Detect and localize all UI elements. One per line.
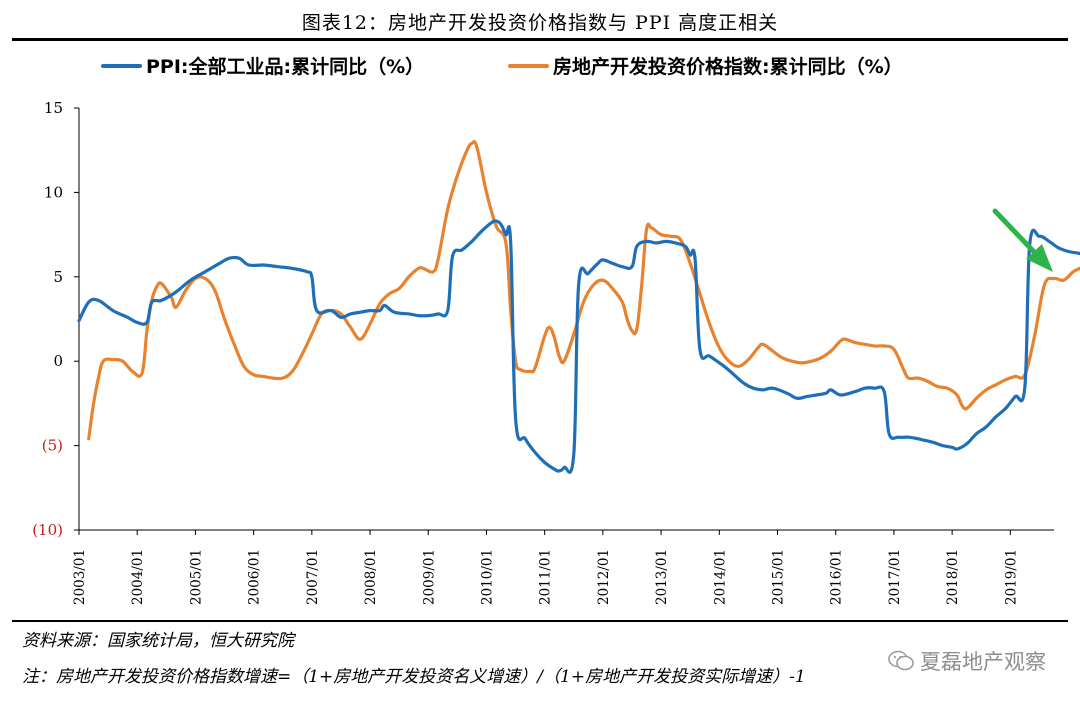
x-tick-label: 2019/01 [1003,549,1019,605]
x-tick-label: 2009/01 [421,549,437,605]
line-chart: PPI:全部工业品:累计同比（%） 房地产开发投资价格指数:累计同比（%） 15… [32,55,1080,605]
x-tick-label: 2003/01 [72,549,88,605]
legend-label-price-index: 房地产开发投资价格指数:累计同比（%） [553,55,903,78]
series-line-ppi [77,219,1080,474]
x-tick-label: 2016/01 [829,549,845,605]
series-layer [77,139,1080,474]
y-tick-label: 5 [53,268,63,286]
trend-arrow-head [1026,244,1053,272]
x-tick-label: 2012/01 [596,549,612,605]
wechat-icon [888,650,914,671]
series-line-price-index [87,139,1080,441]
x-tick-label: 2010/01 [479,549,495,605]
watermark-text: 夏磊地产观察 [920,650,1046,674]
x-tick-label: 2004/01 [130,549,146,605]
trend-arrow-shaft [992,208,1039,257]
x-tick-label: 2017/01 [887,549,903,605]
x-tick-label: 2018/01 [945,549,961,605]
y-tick-label: 0 [53,352,63,370]
y-tick-label: (5) [42,437,63,455]
x-tick-label: 2014/01 [712,549,728,605]
legend-label-ppi: PPI:全部工业品:累计同比（%） [146,55,424,78]
legend: PPI:全部工业品:累计同比（%） 房地产开发投资价格指数:累计同比（%） [101,55,903,78]
x-tick-label: 2008/01 [363,549,379,605]
chart-title: 图表12：房地产开发投资价格指数与 PPI 高度正相关 [301,12,779,34]
y-tick-label: (10) [32,521,63,539]
x-tick-label: 2015/01 [771,549,787,605]
top-rule [12,38,1068,41]
y-axis: 15 10 5 0 (5) (10) [32,99,80,539]
watermark: 夏磊地产观察 [888,646,1046,676]
x-tick-label: 2007/01 [305,549,321,605]
x-tick-label: 2011/01 [538,549,554,605]
y-tick-label: 15 [44,99,63,117]
y-tick-label: 10 [44,183,63,201]
x-tick-label: 2013/01 [654,549,670,605]
source-note: 资料来源：国家统计局，恒大研究院 [22,631,294,651]
x-tick-label: 2006/01 [247,549,263,605]
x-tick-label: 2005/01 [188,549,204,605]
formula-note: 注：房地产开发投资价格指数增速=（1+房地产开发投资名义增速）/（1+房地产开发… [22,667,806,687]
trend-arrow [992,208,1053,272]
bottom-rule [12,620,1068,622]
x-axis: 2003/01 2004/01 2005/01 2006/01 2007/01 2008/… [72,529,1054,605]
